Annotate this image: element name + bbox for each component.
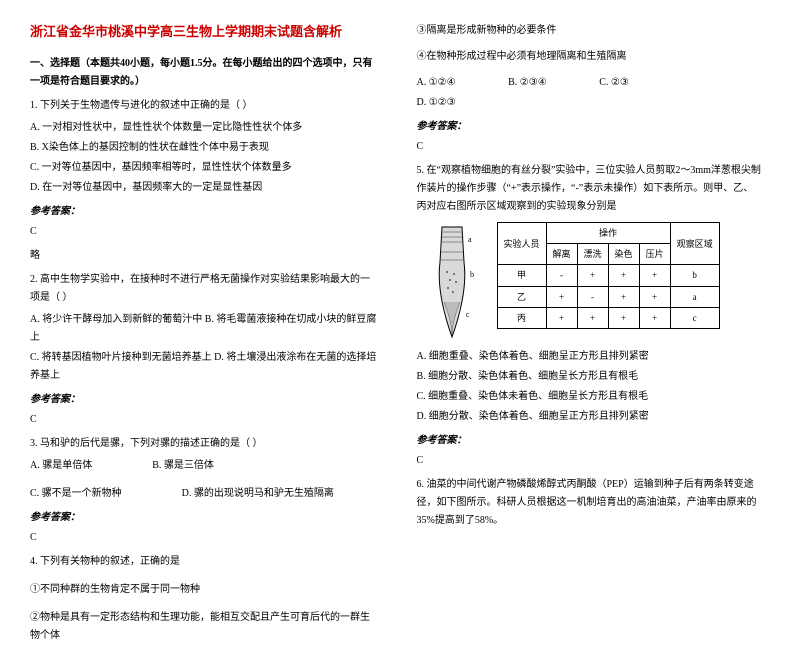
th-3: 染色 [608,244,639,265]
q1-ans-label: 参考答案： [30,203,377,221]
q1-opt-a: A. 一对相对性状中，显性性状个体数量一定比隐性性状个体多 [30,119,377,137]
q4-ans: C [417,138,764,156]
q3-ans: C [30,529,377,547]
q5-ans: C [417,452,764,470]
q5-opt-c: C. 细胞重叠、染色体未着色、细胞呈长方形且有根毛 [417,388,764,406]
th-person: 实验人员 [497,223,546,265]
q1-stem: 1. 下列关于生物遗传与进化的叙述中正确的是（ ） [30,97,377,115]
q2-ans-label: 参考答案： [30,391,377,409]
q3-stem: 3. 马和驴的后代是骡，下列对骡的描述正确的是（ ） [30,435,377,453]
q1-note: 略 [30,247,377,265]
doc-title: 浙江省金华市桃溪中学高三生物上学期期末试题含解析 [30,20,377,43]
th-1: 解离 [546,244,577,265]
left-column: 浙江省金华市桃溪中学高三生物上学期期末试题含解析 一、选择题（本题共40小题，每… [30,20,377,647]
table-row: 乙 + - + + a [497,286,719,307]
svg-text:b: b [470,270,474,279]
q5-figure: a b c 实验人员 操作 观察区域 解离 漂洗 染色 压片 甲 - [417,222,764,342]
svg-text:c: c [466,310,470,319]
q5-stem: 5. 在“观察植物细胞的有丝分裂”实验中，三位实验人员剪取2～3mm洋葱根尖制作… [417,162,764,216]
th-2: 漂洗 [577,244,608,265]
section-head: 一、选择题（本题共40小题，每小题1.5分。在每小题给出的四个选项中，只有一项是… [30,55,377,91]
root-tip-icon: a b c [417,222,487,342]
q5-table: 实验人员 操作 观察区域 解离 漂洗 染色 压片 甲 - + + + b [497,222,720,329]
q4-opt-d: D. ①②③ [417,94,764,112]
q2-stem: 2. 高中生物学实验中，在接种时不进行严格无菌操作对实验结果影响最大的一项是（ … [30,271,377,307]
th-4: 压片 [639,244,670,265]
q5-ans-label: 参考答案： [417,432,764,450]
svg-text:a: a [468,235,472,244]
table-row: 丙 + + + + c [497,307,719,328]
q3-opt-b: B. 骡是三倍体 [152,457,214,475]
q6-stem: 6. 油菜的中间代谢产物磷酸烯醇式丙酮酸（PEP）运输到种子后有两条转变途径，如… [417,476,764,530]
q4-o3: ③隔离是形成新物种的必要条件 [417,22,764,40]
q2-ans: C [30,411,377,429]
q4-stem: 4. 下列有关物种的叙述，正确的是 [30,553,377,571]
q3-opt-a: A. 骡是单倍体 [30,457,92,475]
q1-opt-d: D. 在一对等位基因中，基因频率大的一定是显性基因 [30,179,377,197]
th-region: 观察区域 [670,223,719,265]
q5-opt-b: B. 细胞分散、染色体着色、细胞呈长方形且有根毛 [417,368,764,386]
q1-ans: C [30,223,377,241]
q4-o2: ②物种是具有一定形态结构和生理功能，能相互交配且产生可育后代的一群生物个体 [30,609,377,645]
q4-ans-label: 参考答案： [417,118,764,136]
q1-opt-c: C. 一对等位基因中，基因频率相等时，显性性状个体数量多 [30,159,377,177]
q4-opt-a: A. ①②④ [417,77,456,88]
q3-ans-label: 参考答案： [30,509,377,527]
right-column: ③隔离是形成新物种的必要条件 ④在物种形成过程中必须有地理隔离和生殖隔离 A. … [417,20,764,647]
q3-opt-c: C. 骡不是一个新物种 [30,485,122,503]
q5-opt-d: D. 细胞分散、染色体着色、细胞呈正方形且排列紧密 [417,408,764,426]
q1-opt-b: B. X染色体上的基因控制的性状在雌性个体中易于表现 [30,139,377,157]
q3-opt-d: D. 骡的出现说明马和驴无生殖隔离 [182,485,334,503]
table-row: 甲 - + + + b [497,265,719,286]
q2-opt-cd: C. 将转基因植物叶片接种到无菌培养基上 D. 将土壤浸出液涂布在无菌的选择培养… [30,349,377,385]
q5-opt-a: A. 细胞重叠、染色体着色、细胞呈正方形且排列紧密 [417,348,764,366]
q4-o4: ④在物种形成过程中必须有地理隔离和生殖隔离 [417,48,764,66]
q4-opt-b: B. ②③④ [508,77,547,88]
q4-o1: ①不同种群的生物肯定不属于同一物种 [30,581,377,599]
q4-opt-c: C. ②③ [599,77,629,88]
q2-opt-ab: A. 将少许干酵母加入到新鲜的葡萄汁中 B. 将毛霉菌液接种在切成小块的鲜豆腐上 [30,311,377,347]
